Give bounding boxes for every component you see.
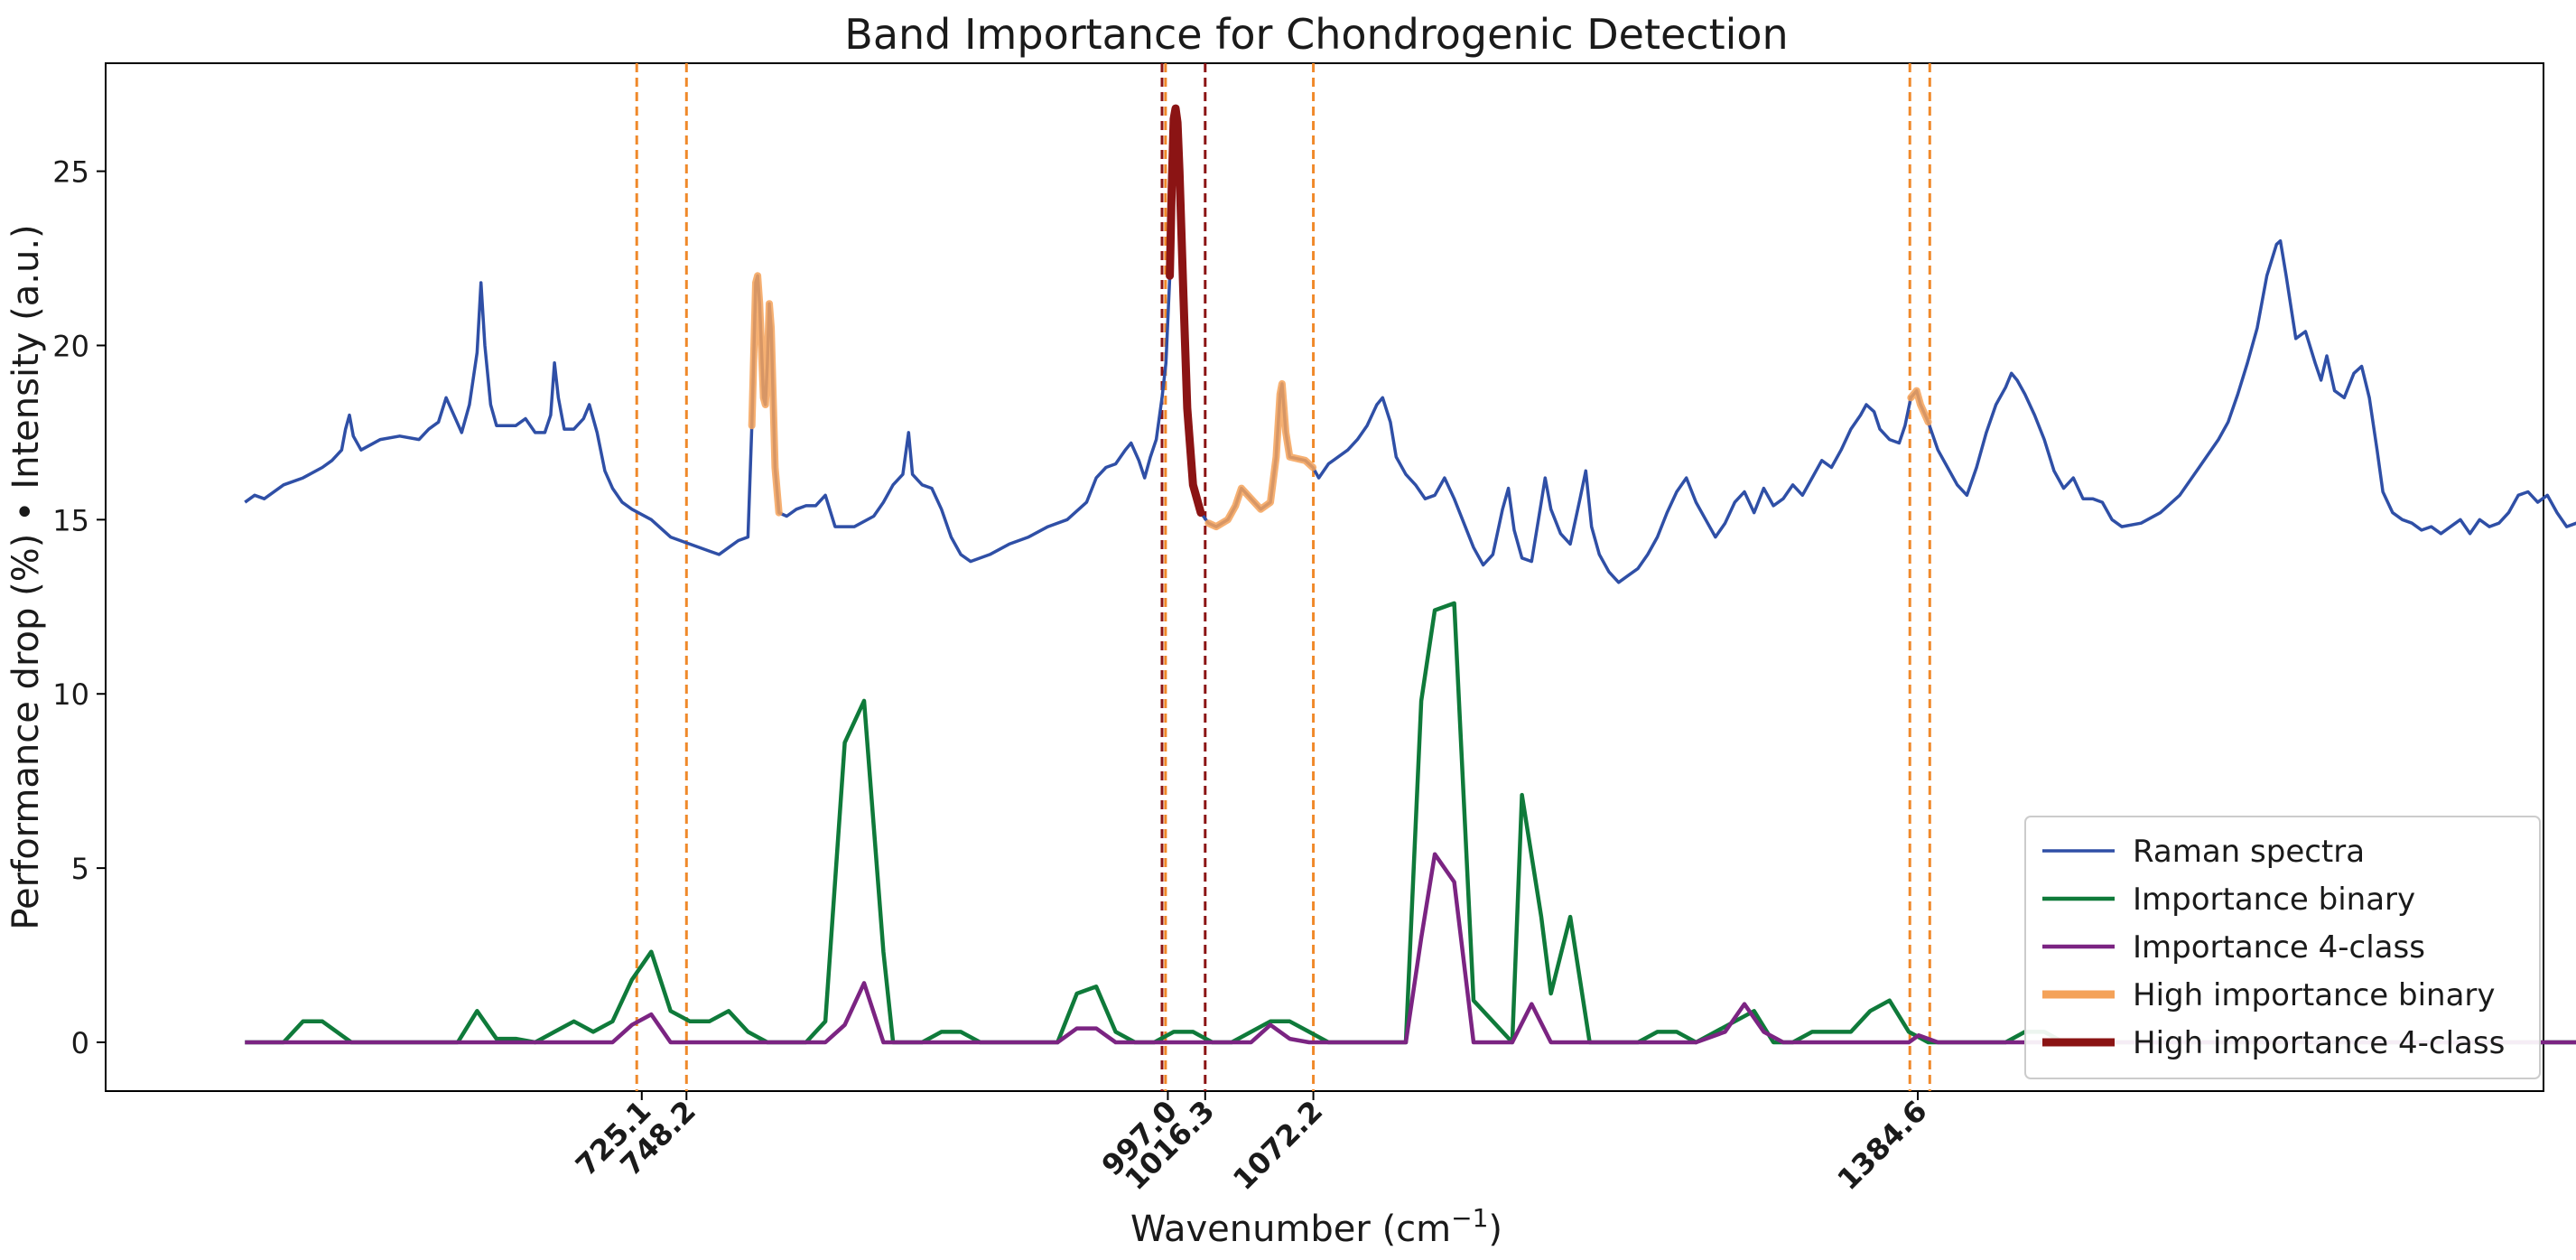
x-tick-label: 1384.6 <box>1830 1094 1933 1197</box>
highlight-binary-1 <box>1204 379 1317 531</box>
legend-label: High importance 4-class <box>2133 1025 2505 1061</box>
legend-label: Importance 4-class <box>2133 929 2425 966</box>
legend-box <box>2024 816 2541 1079</box>
series-line-raman <box>244 107 2576 584</box>
chart-title: Band Importance for Chondrogenic Detecti… <box>844 10 1788 59</box>
x-axis-label: Wavenumber (cm−1) <box>1130 1203 1502 1250</box>
highlight-binary-2 <box>1907 387 1932 426</box>
legend-items: Raman spectra Importance binary Importance… <box>2042 834 2505 1061</box>
legend-label: Raman spectra <box>2133 834 2365 870</box>
highlight-four-class-0 <box>1166 104 1205 518</box>
legend: Raman spectra Importance binary Importance… <box>2024 816 2541 1079</box>
vertical-reference-lines <box>635 63 1931 1091</box>
y-axis-ticks: 0 5 10 15 20 25 <box>52 155 106 1060</box>
x-tick-label: 1072.2 <box>1226 1094 1329 1197</box>
y-tick-label: 10 <box>52 677 89 712</box>
legend-label: Importance binary <box>2133 882 2415 918</box>
y-tick-label: 0 <box>71 1026 89 1060</box>
y-tick-label: 5 <box>71 852 89 886</box>
y-tick-label: 15 <box>52 503 89 537</box>
y-tick-label: 20 <box>52 329 89 363</box>
y-axis-label: Performance drop (%) • Intensity (a.u.) <box>5 224 47 929</box>
plot-frame <box>105 62 2544 1092</box>
highlight-binary-0 <box>748 272 783 517</box>
y-tick-label: 25 <box>52 155 89 190</box>
legend-label: High importance binary <box>2133 977 2496 1013</box>
